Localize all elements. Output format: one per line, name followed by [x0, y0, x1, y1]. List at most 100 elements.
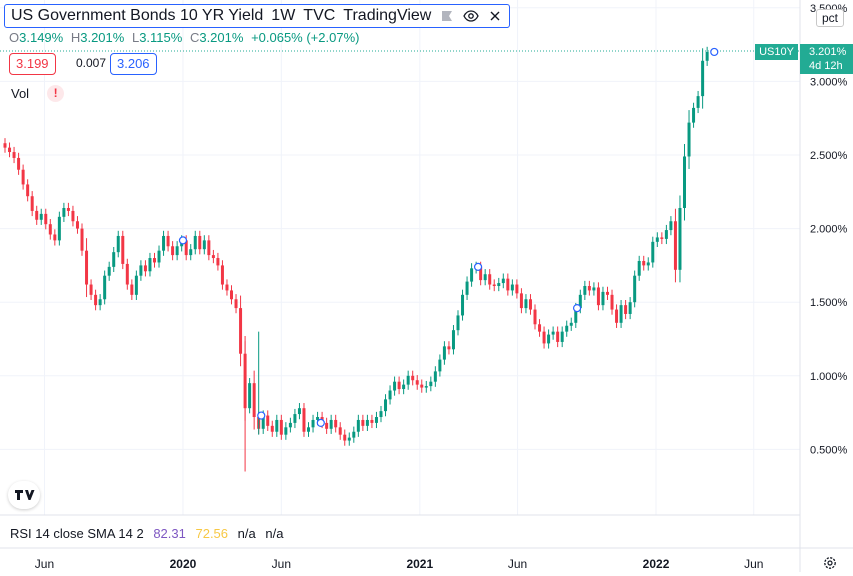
- rsi-value: 82.31: [153, 526, 186, 541]
- candle-body: [506, 278, 510, 291]
- ohlc-legend: O3.149% H3.201% L3.115% C3.201% +0.065% …: [9, 30, 363, 45]
- candle-body: [284, 427, 288, 435]
- candle: [664, 224, 668, 245]
- candle-body: [198, 235, 202, 250]
- candle-body: [343, 434, 347, 441]
- candle: [66, 202, 70, 217]
- candle: [53, 229, 57, 246]
- candle-body: [152, 258, 156, 263]
- candle: [673, 208, 677, 283]
- candle-body: [519, 293, 523, 309]
- candle-body: [39, 213, 43, 220]
- candle: [130, 279, 134, 300]
- candle-body: [669, 221, 673, 231]
- candle: [447, 341, 451, 355]
- candle: [411, 370, 415, 386]
- volume-label: Vol: [11, 86, 30, 101]
- candle: [211, 249, 215, 264]
- candle: [166, 230, 170, 252]
- candle: [352, 426, 356, 443]
- interval-label[interactable]: 1W: [271, 7, 296, 24]
- candle: [556, 326, 560, 348]
- candle: [483, 269, 487, 286]
- candle-body: [184, 240, 188, 256]
- candle: [402, 379, 406, 395]
- candle: [538, 319, 542, 337]
- candle-body: [660, 237, 664, 239]
- candle: [329, 414, 333, 434]
- candle-body: [252, 383, 256, 418]
- candle-body: [451, 330, 455, 350]
- candle: [270, 420, 274, 437]
- candle-body: [542, 331, 546, 344]
- candle-body: [479, 266, 483, 281]
- event-marker[interactable]: [178, 236, 188, 245]
- candle: [103, 270, 107, 305]
- candle-body: [683, 156, 686, 208]
- candle: [696, 90, 700, 114]
- rsi-label: RSI 14 close SMA 14 2: [10, 526, 144, 541]
- candle-body: [71, 210, 75, 222]
- event-marker[interactable]: [257, 411, 266, 420]
- candle: [605, 286, 609, 300]
- candle: [347, 432, 351, 446]
- candle-body: [470, 268, 474, 282]
- candle-body: [134, 275, 138, 295]
- low-label: L: [131, 30, 140, 45]
- event-marker[interactable]: [710, 47, 719, 57]
- candle-body: [85, 250, 89, 285]
- candle: [116, 230, 120, 258]
- ask-price-button[interactable]: 3.206: [110, 53, 157, 75]
- candle: [669, 216, 673, 236]
- candle: [107, 261, 111, 281]
- candle-body: [370, 419, 374, 423]
- symbol-header[interactable]: US Government Bonds 10 YR Yield 1W TVC T…: [4, 4, 511, 28]
- candle: [560, 326, 564, 348]
- event-marker[interactable]: [473, 262, 483, 271]
- candle-body: [528, 299, 532, 310]
- tradingview-logo-icon[interactable]: [8, 481, 40, 509]
- candle: [189, 244, 193, 261]
- candle-body: [261, 415, 265, 429]
- candle: [361, 414, 365, 431]
- candle-body: [334, 419, 338, 428]
- event-marker[interactable]: [572, 303, 582, 313]
- eye-icon[interactable]: [463, 8, 480, 24]
- candle-body: [538, 324, 542, 332]
- scale-mode-button[interactable]: pct: [816, 9, 844, 27]
- candle: [71, 205, 75, 227]
- candle: [338, 422, 342, 440]
- bid-price-button[interactable]: 3.199: [9, 53, 56, 75]
- candle-body: [492, 284, 496, 287]
- candle-body: [112, 252, 116, 267]
- close-icon[interactable]: [487, 8, 503, 24]
- warning-icon[interactable]: !: [47, 85, 65, 102]
- candle: [637, 255, 641, 281]
- candle: [374, 411, 378, 429]
- event-marker[interactable]: [316, 418, 325, 428]
- candle-body: [139, 265, 143, 276]
- candle-body: [361, 419, 365, 426]
- candle: [12, 146, 16, 164]
- candle: [524, 294, 528, 314]
- candle: [461, 289, 465, 321]
- candle-body: [433, 371, 437, 382]
- candle: [624, 299, 628, 320]
- candle: [519, 288, 523, 314]
- candle-body: [438, 359, 442, 372]
- flag-icon[interactable]: [439, 8, 455, 24]
- candle-body: [456, 315, 460, 331]
- gear-icon[interactable]: [822, 555, 838, 571]
- candle-body: [48, 224, 52, 235]
- candle-body: [338, 427, 342, 435]
- candle: [284, 422, 288, 440]
- candle-body: [89, 284, 93, 295]
- candle: [569, 317, 573, 331]
- candle-body: [365, 419, 369, 426]
- candle: [628, 297, 632, 320]
- candle: [470, 263, 474, 287]
- candle: [429, 376, 433, 392]
- candle-body: [556, 331, 560, 342]
- candle-body: [30, 196, 34, 211]
